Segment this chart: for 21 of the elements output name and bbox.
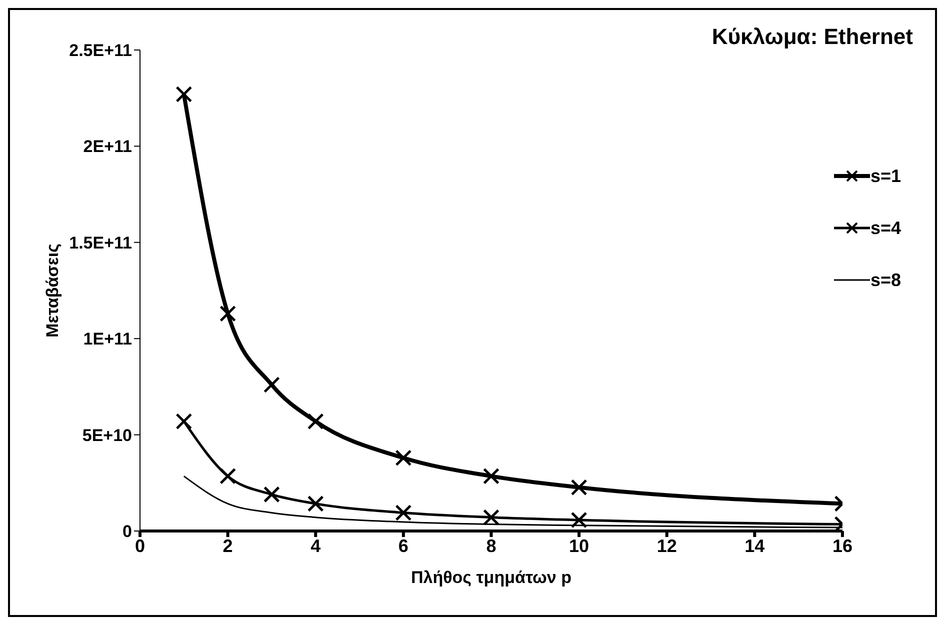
y-tick-label: 1E+11 xyxy=(83,330,132,349)
legend-label: s=1 xyxy=(870,166,901,186)
x-tick-label: 4 xyxy=(310,536,321,556)
x-tick-label: 10 xyxy=(569,536,590,556)
chart-title: Κύκλωμα: Ethernet xyxy=(712,24,913,50)
x-axis-title: Πλήθος τμημάτων p xyxy=(410,568,572,587)
legend-label: s=8 xyxy=(870,270,901,290)
y-tick-label: 2E+11 xyxy=(83,137,132,156)
x-tick-label: 8 xyxy=(486,536,496,556)
y-axis-title: Μεταβάσεις xyxy=(43,243,62,338)
y-tick-label: 2.5E+11 xyxy=(69,41,132,60)
x-tick-label: 16 xyxy=(832,536,852,556)
y-tick-label: 5E+10 xyxy=(82,426,132,445)
y-tick-label: 1.5E+11 xyxy=(69,233,132,252)
x-tick-label: 12 xyxy=(656,536,677,556)
x-tick-label: 2 xyxy=(222,536,233,556)
legend-label: s=4 xyxy=(870,218,901,238)
x-tick-label: 14 xyxy=(744,536,765,556)
x-tick-label: 6 xyxy=(398,536,408,556)
x-tick-label: 0 xyxy=(134,536,146,556)
y-tick-label: 0 xyxy=(122,522,132,542)
